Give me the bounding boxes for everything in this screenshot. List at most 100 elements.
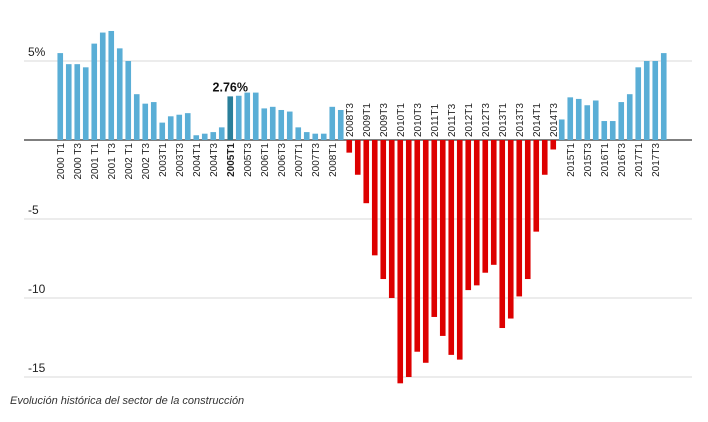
x-tick-label: 2004T3 bbox=[209, 143, 220, 177]
x-tick-label: 2017T1 bbox=[634, 143, 645, 177]
bar bbox=[499, 140, 506, 329]
bar bbox=[660, 53, 667, 140]
x-tick-label: 2010T1 bbox=[396, 103, 407, 137]
bar bbox=[57, 53, 64, 140]
bar bbox=[108, 30, 115, 141]
bar bbox=[74, 64, 81, 140]
bar bbox=[414, 140, 421, 352]
bar bbox=[456, 140, 463, 360]
bar bbox=[533, 140, 540, 232]
bar bbox=[235, 95, 242, 140]
bar bbox=[507, 140, 514, 319]
x-tick-label: 2008T3 bbox=[345, 103, 356, 137]
x-tick-label: 2000 T3 bbox=[73, 143, 84, 180]
x-tick-label: 2004T1 bbox=[192, 143, 203, 177]
bar bbox=[405, 140, 412, 377]
x-tick-label: 2005T1 bbox=[226, 143, 237, 177]
x-tick-label: 2007T1 bbox=[294, 143, 305, 177]
bar bbox=[142, 103, 149, 140]
bar bbox=[244, 92, 251, 140]
x-tick-label: 2016T1 bbox=[600, 143, 611, 177]
bars bbox=[57, 30, 667, 384]
bar bbox=[371, 140, 378, 256]
grid-lines bbox=[24, 60, 692, 378]
x-tick-label: 2006T1 bbox=[260, 143, 271, 177]
x-tick-label: 2002 T3 bbox=[141, 143, 152, 180]
x-tick-label: 2007T3 bbox=[311, 143, 322, 177]
y-tick-label: 5% bbox=[28, 45, 46, 59]
chart-caption: Evolución histórica del sector de la con… bbox=[10, 395, 245, 407]
bar bbox=[609, 121, 616, 140]
bar bbox=[524, 140, 531, 280]
bar bbox=[635, 67, 642, 140]
x-tick-label: 2008T1 bbox=[328, 143, 339, 177]
bar bbox=[99, 32, 106, 141]
bar bbox=[388, 140, 395, 298]
bar bbox=[490, 140, 497, 265]
bar bbox=[558, 119, 565, 140]
x-tick-label: 2012T1 bbox=[464, 103, 475, 137]
x-tick-label: 2010T3 bbox=[413, 103, 424, 137]
x-tick-label: 2011T1 bbox=[430, 103, 441, 137]
bar bbox=[652, 61, 659, 140]
bar bbox=[541, 140, 548, 175]
bar bbox=[218, 127, 225, 140]
bar bbox=[431, 140, 438, 317]
x-tick-label: 2012T3 bbox=[481, 103, 492, 137]
bar bbox=[601, 121, 608, 140]
bar bbox=[227, 96, 234, 140]
x-tick-label: 2002 T1 bbox=[124, 143, 135, 180]
x-tick-label: 2015T3 bbox=[583, 143, 594, 177]
bar bbox=[482, 140, 489, 273]
bar bbox=[116, 48, 123, 140]
bar bbox=[252, 92, 259, 140]
bar bbox=[346, 140, 353, 153]
bar bbox=[261, 108, 268, 140]
x-tick-label: 2005T3 bbox=[243, 143, 254, 177]
x-tick-label: 2015T1 bbox=[566, 143, 577, 177]
bar bbox=[320, 133, 327, 140]
bar bbox=[465, 140, 472, 291]
bar bbox=[286, 111, 293, 140]
bar bbox=[448, 140, 455, 355]
x-tick-label: 2014T1 bbox=[532, 103, 543, 137]
bar bbox=[473, 140, 480, 286]
x-tick-label: 2001 T1 bbox=[90, 143, 101, 180]
annotation-label: 2.76% bbox=[213, 80, 248, 94]
bar bbox=[65, 64, 72, 140]
bar bbox=[397, 140, 404, 384]
bar bbox=[422, 140, 429, 363]
bar-chart: 5%-5-10-15 2000 T1 2000 T3 2001 T1 2001 T3 2… bbox=[24, 30, 692, 384]
bar bbox=[584, 105, 591, 140]
bar bbox=[159, 122, 166, 140]
x-tick-label: 2001 T3 bbox=[107, 143, 118, 180]
x-axis-ticks: 2000 T1 2000 T3 2001 T1 2001 T3 2002 T1 2002 … bbox=[56, 103, 662, 180]
bar bbox=[337, 109, 344, 140]
bar bbox=[201, 133, 208, 140]
bar bbox=[150, 102, 157, 140]
bar bbox=[592, 100, 599, 140]
x-tick-label: 2011T3 bbox=[447, 103, 458, 137]
bar bbox=[125, 61, 132, 140]
x-tick-label: 2009T3 bbox=[379, 103, 390, 137]
x-tick-label: 2017T3 bbox=[651, 143, 662, 177]
x-tick-label: 2009T1 bbox=[362, 103, 373, 137]
x-tick-label: 2013T3 bbox=[515, 103, 526, 137]
x-tick-label: 2000 T1 bbox=[56, 143, 67, 180]
bar bbox=[643, 61, 650, 140]
bar bbox=[354, 140, 361, 175]
bar bbox=[91, 43, 98, 141]
bar bbox=[82, 67, 89, 140]
bar bbox=[618, 102, 625, 140]
bar bbox=[626, 94, 633, 140]
bar bbox=[278, 109, 285, 140]
y-tick-label: -15 bbox=[28, 361, 46, 375]
bar bbox=[176, 114, 183, 140]
y-tick-label: -10 bbox=[28, 282, 46, 296]
x-tick-label: 2006T3 bbox=[277, 143, 288, 177]
x-tick-label: 2016T3 bbox=[617, 143, 628, 177]
bar bbox=[303, 132, 310, 140]
bar bbox=[312, 133, 319, 140]
bar bbox=[295, 127, 302, 140]
bar bbox=[363, 140, 370, 204]
